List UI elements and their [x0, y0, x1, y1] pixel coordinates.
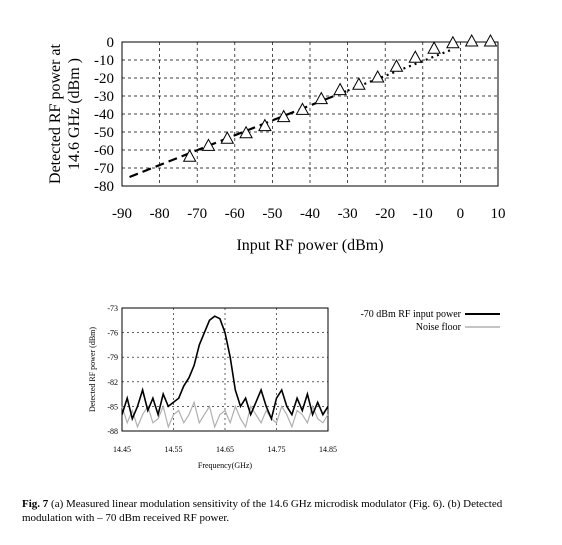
- y-tick-label: 0: [107, 35, 115, 51]
- y-tick-label: -85: [107, 402, 118, 411]
- legend-label: -70 dBm RF input power: [360, 309, 461, 320]
- data-point-triangle: [220, 131, 235, 144]
- y-tick-label: -79: [107, 353, 118, 362]
- y-tick-label: -40: [94, 107, 114, 123]
- figure-caption-text: (a) Measured linear modulation sensitivi…: [22, 498, 503, 524]
- x-axis-title: Input RF power (dBm): [236, 237, 383, 254]
- x-tick-label: 14.55: [165, 445, 183, 454]
- data-point-triangle: [352, 77, 366, 90]
- data-point-triangle: [446, 35, 460, 49]
- x-tick-label: -40: [300, 206, 320, 222]
- x-tick-label: 10: [491, 206, 506, 222]
- y-tick-label: -10: [94, 53, 114, 69]
- y-tick-label: -76: [107, 329, 118, 338]
- y-tick-label: -60: [94, 143, 114, 159]
- y-axis-title: Detected RF power at 14.6 GHz (dBm ): [47, 43, 83, 184]
- data-point-triangle: [483, 33, 498, 47]
- x-tick-label: -70: [187, 206, 207, 222]
- figure-caption: Fig. 7 (a) Measured linear modulation se…: [22, 497, 542, 525]
- x-tick-label: -20: [375, 206, 395, 222]
- data-point-triangle: [370, 69, 385, 83]
- y-tick-label: -20: [94, 71, 114, 87]
- noise-floor-trace: [121, 400, 329, 429]
- data-point-triangle: [258, 118, 272, 132]
- x-tick-label: 14.65: [216, 445, 234, 454]
- data-point-triangle: [314, 91, 329, 105]
- x-tick-label: 14.75: [268, 445, 286, 454]
- x-tick-label: 14.85: [319, 445, 337, 454]
- fit-line-dotted: [347, 48, 454, 92]
- x-axis-title: Frequency(GHz): [198, 461, 253, 470]
- x-tick-label: -30: [338, 206, 358, 222]
- y-tick-label: -50: [94, 125, 114, 141]
- signal-trace: [121, 315, 329, 422]
- x-tick-label: 14.45: [113, 445, 131, 454]
- data-point-triangle: [182, 149, 197, 162]
- x-tick-label: 0: [457, 206, 465, 222]
- y-tick-label: -30: [94, 89, 114, 105]
- figure-caption-label: Fig. 7: [22, 498, 49, 510]
- y-axis-title: Detected RF power (dBm): [88, 327, 97, 412]
- data-point-triangle: [295, 102, 310, 115]
- x-tick-label: -80: [150, 206, 170, 222]
- data-point-triangle: [201, 138, 216, 151]
- y-tick-label: -70: [94, 161, 114, 177]
- y-axis-title-line-1: Detected RF power at: [47, 43, 64, 184]
- y-tick-label: -73: [107, 304, 118, 313]
- legend-label: Noise floor: [416, 322, 462, 333]
- data-point-triangle: [408, 50, 423, 63]
- x-tick-label: -60: [225, 206, 245, 222]
- x-tick-label: -90: [112, 206, 132, 222]
- data-point-triangle: [464, 33, 479, 47]
- data-point-triangle: [427, 41, 441, 54]
- data-point-triangle: [333, 82, 347, 96]
- y-axis-title-line-2: 14.6 GHz (dBm ): [66, 58, 83, 170]
- y-tick-label: -80: [94, 179, 114, 195]
- fit-line-dashed: [129, 89, 349, 179]
- x-tick-label: -10: [413, 206, 433, 222]
- x-tick-label: -50: [262, 206, 282, 222]
- y-tick-label: -88: [107, 427, 118, 436]
- data-point-triangle: [239, 125, 253, 139]
- data-point-triangle: [389, 59, 404, 72]
- data-point-triangle: [276, 109, 291, 123]
- y-tick-label: -82: [107, 378, 118, 387]
